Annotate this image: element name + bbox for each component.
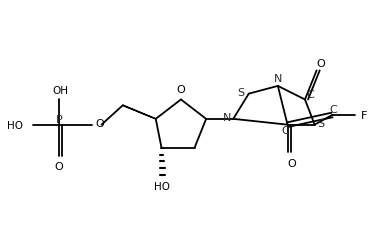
Text: O: O — [95, 118, 104, 128]
Text: S: S — [317, 118, 324, 128]
Text: P: P — [56, 114, 62, 124]
Text: N: N — [223, 112, 231, 122]
Polygon shape — [123, 106, 156, 119]
Text: O: O — [316, 58, 325, 68]
Text: HO: HO — [7, 120, 23, 130]
Text: C: C — [306, 89, 314, 99]
Text: O: O — [287, 159, 296, 169]
Text: N: N — [273, 74, 282, 84]
Text: C: C — [282, 126, 289, 136]
Text: O: O — [54, 162, 63, 172]
Text: OH: OH — [53, 85, 69, 95]
Text: F: F — [361, 110, 367, 120]
Text: HO: HO — [154, 181, 170, 191]
Text: C: C — [329, 105, 337, 115]
Text: O: O — [177, 85, 185, 94]
Text: S: S — [237, 87, 245, 97]
